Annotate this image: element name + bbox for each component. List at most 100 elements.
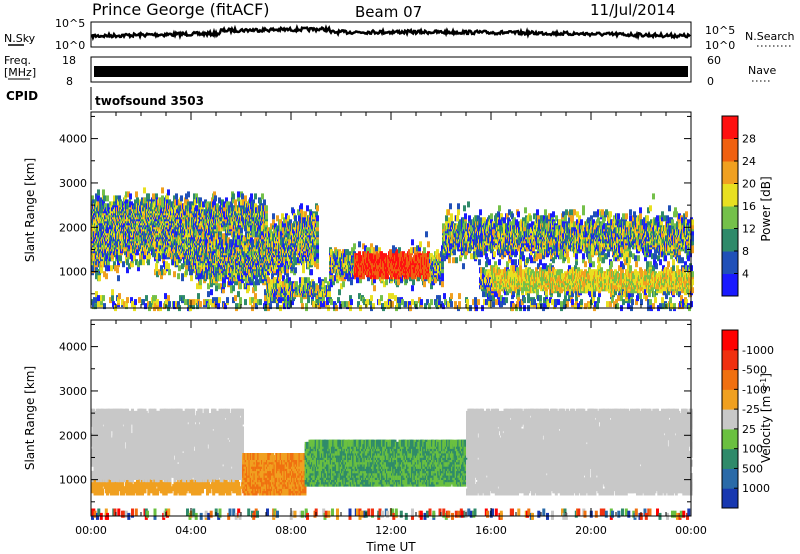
power-cell	[136, 197, 139, 204]
power-cell	[239, 283, 242, 290]
power-cell	[218, 297, 221, 304]
power-cell	[181, 273, 184, 280]
power-cell	[110, 249, 113, 256]
power-cell	[155, 263, 158, 270]
power-cell	[184, 299, 187, 306]
power-cell	[100, 223, 103, 230]
nsky-trace	[90, 23, 691, 42]
power-cell	[118, 195, 121, 202]
power-cell	[102, 189, 105, 196]
power-cell	[254, 193, 257, 200]
power-cell	[117, 297, 120, 304]
power-cell	[144, 197, 147, 204]
power-cell	[156, 299, 159, 306]
nsky-label: N.Sky	[4, 32, 36, 45]
power-cell	[259, 299, 262, 306]
power-cell	[103, 303, 106, 310]
power-cell	[167, 263, 170, 270]
power-cell	[167, 295, 170, 302]
power-cell	[250, 193, 253, 200]
power-cell	[143, 253, 146, 260]
power-cell	[135, 191, 138, 198]
freq-tick-top: 18	[62, 54, 76, 67]
power-cell	[99, 197, 102, 204]
power-cell	[125, 255, 128, 262]
power-cell	[134, 199, 137, 206]
power-cell	[147, 193, 150, 200]
power-cell	[126, 297, 129, 304]
power-cell	[98, 275, 101, 282]
power-cell	[147, 259, 150, 266]
power-cell	[181, 263, 184, 270]
power-cell	[136, 249, 139, 256]
power-cell	[168, 301, 171, 308]
power-cell	[135, 259, 138, 266]
power-cell	[127, 191, 130, 198]
power-cell	[134, 299, 137, 306]
power-cell	[100, 295, 103, 302]
power-cell	[119, 255, 122, 262]
power-cell	[192, 299, 195, 306]
power-cell	[272, 213, 275, 220]
plot-title: Prince George (fitACF)	[92, 0, 270, 19]
power-cell	[111, 289, 114, 296]
freq-label: Freq.	[4, 54, 31, 67]
power-cell	[168, 269, 171, 276]
power-cell	[96, 257, 99, 264]
power-cell	[254, 293, 257, 300]
power-cell	[162, 257, 165, 264]
power-cell	[139, 259, 142, 266]
freq-bar	[94, 66, 688, 77]
power-cell	[163, 253, 166, 260]
power-cell	[118, 247, 121, 254]
power-cell	[240, 227, 243, 234]
power-cell	[95, 273, 98, 280]
power-cell	[118, 293, 121, 300]
power-cell	[143, 187, 146, 194]
nsky-panel: N.Sky 10^5 10^0 10^5 10^0 N.Search	[4, 17, 795, 52]
power-cell	[185, 269, 188, 276]
power-cell	[105, 265, 108, 272]
power-cell	[199, 279, 202, 286]
freq-tick-bottom: 8	[66, 75, 73, 88]
power-cell	[265, 205, 268, 212]
power-cell	[109, 201, 112, 208]
power-cell	[214, 195, 217, 202]
power-cell	[241, 193, 244, 200]
power-cell	[232, 285, 235, 292]
power-cell	[125, 301, 128, 308]
power-cell	[156, 257, 159, 264]
power-cell	[166, 199, 169, 206]
power-cell	[137, 261, 140, 268]
power-cell	[215, 285, 218, 292]
power-cell	[114, 265, 117, 272]
power-cell	[95, 291, 98, 298]
power-cell	[142, 259, 145, 266]
power-cell	[239, 297, 242, 304]
power-cell	[113, 203, 116, 210]
power-cell	[300, 203, 303, 210]
power-cell	[122, 261, 125, 268]
power-cell	[146, 255, 149, 262]
power-cell	[106, 255, 109, 262]
power-cell	[158, 269, 161, 276]
power-cell	[161, 187, 164, 194]
power-cell	[162, 203, 165, 210]
power-cell	[102, 199, 105, 206]
power-cell	[111, 201, 114, 208]
power-cell	[117, 275, 120, 282]
date-label: 11/Jul/2014	[590, 1, 675, 19]
power-cell	[210, 289, 213, 296]
power-cell	[92, 301, 95, 308]
power-cell	[156, 253, 159, 260]
power-cell	[158, 251, 161, 258]
nsky-right-tick-top: 10^5	[705, 24, 735, 37]
power-cell	[199, 301, 202, 308]
power-cell	[247, 285, 250, 292]
power-cell	[97, 195, 100, 202]
power-cell	[263, 199, 266, 206]
power-cell	[104, 203, 107, 210]
power-cell	[159, 301, 162, 308]
power-cell	[301, 277, 304, 284]
power-cell	[113, 195, 116, 202]
